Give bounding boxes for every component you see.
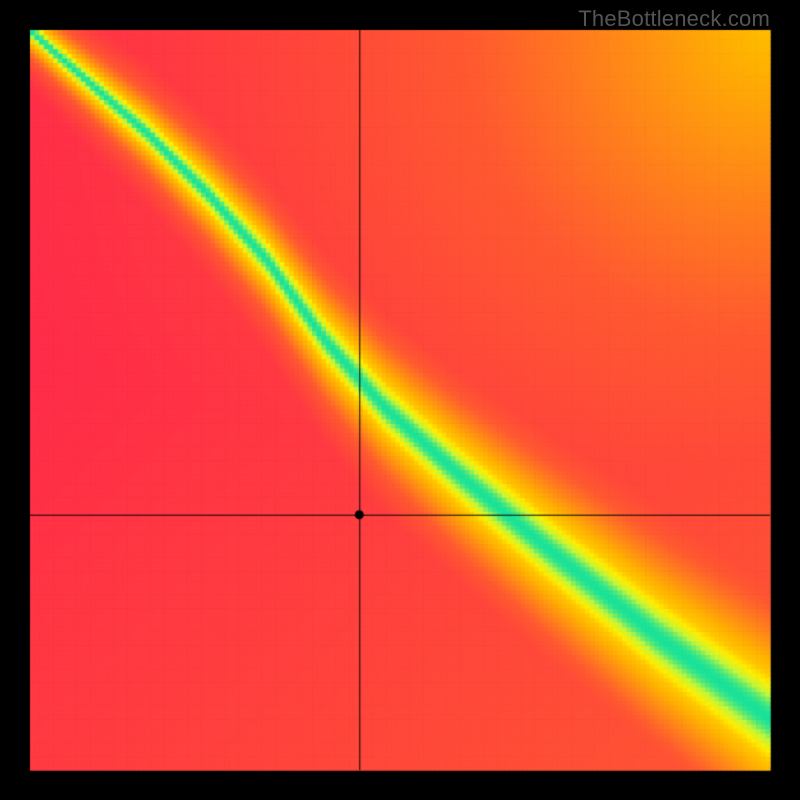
chart-container: TheBottleneck.com	[0, 0, 800, 800]
watermark-text: TheBottleneck.com	[578, 6, 770, 32]
heatmap-canvas	[0, 0, 800, 800]
